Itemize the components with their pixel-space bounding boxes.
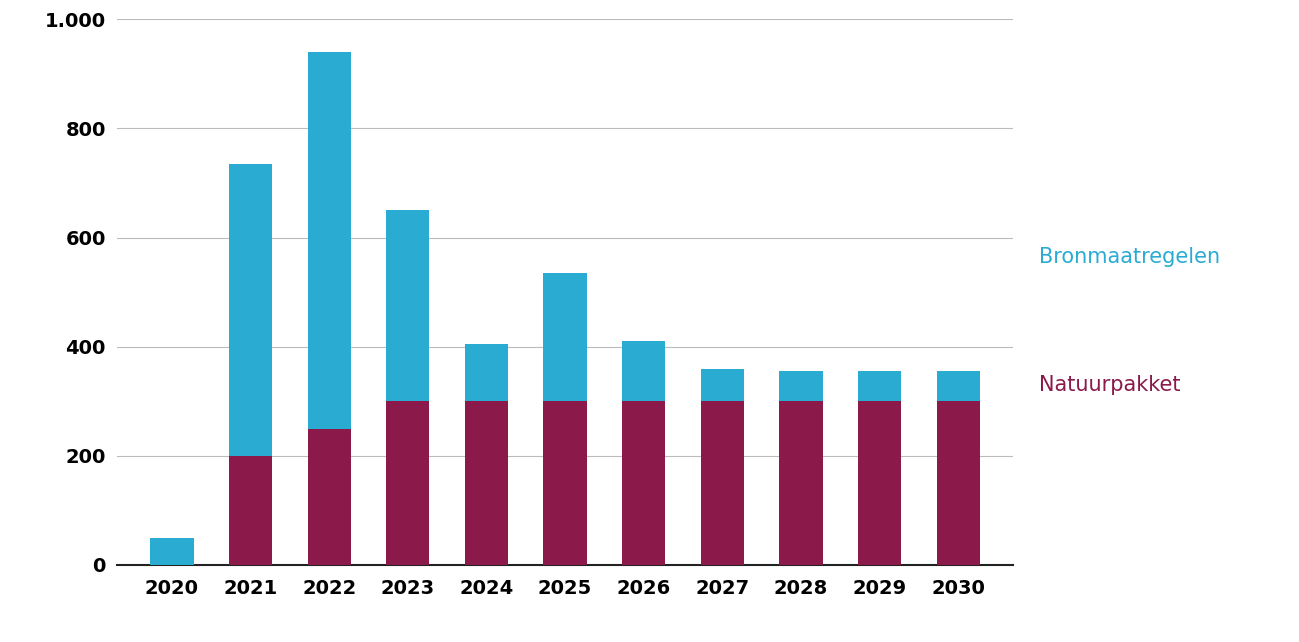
- Bar: [937, 371, 979, 401]
- Bar: [779, 401, 822, 565]
- Bar: [779, 371, 822, 401]
- Bar: [543, 401, 587, 565]
- Bar: [386, 401, 430, 565]
- Bar: [937, 401, 979, 565]
- Text: Natuurpakket: Natuurpakket: [1039, 375, 1181, 395]
- Bar: [229, 164, 273, 456]
- Bar: [465, 401, 508, 565]
- Bar: [857, 401, 902, 565]
- Bar: [308, 52, 351, 429]
- Bar: [543, 273, 587, 401]
- Bar: [622, 401, 665, 565]
- Bar: [308, 429, 351, 565]
- Bar: [465, 344, 508, 401]
- Bar: [151, 538, 194, 565]
- Bar: [700, 401, 744, 565]
- Bar: [700, 369, 744, 401]
- Bar: [622, 342, 665, 401]
- Bar: [386, 210, 430, 401]
- Bar: [857, 371, 902, 401]
- Text: Bronmaatregelen: Bronmaatregelen: [1039, 247, 1220, 267]
- Bar: [229, 456, 273, 565]
